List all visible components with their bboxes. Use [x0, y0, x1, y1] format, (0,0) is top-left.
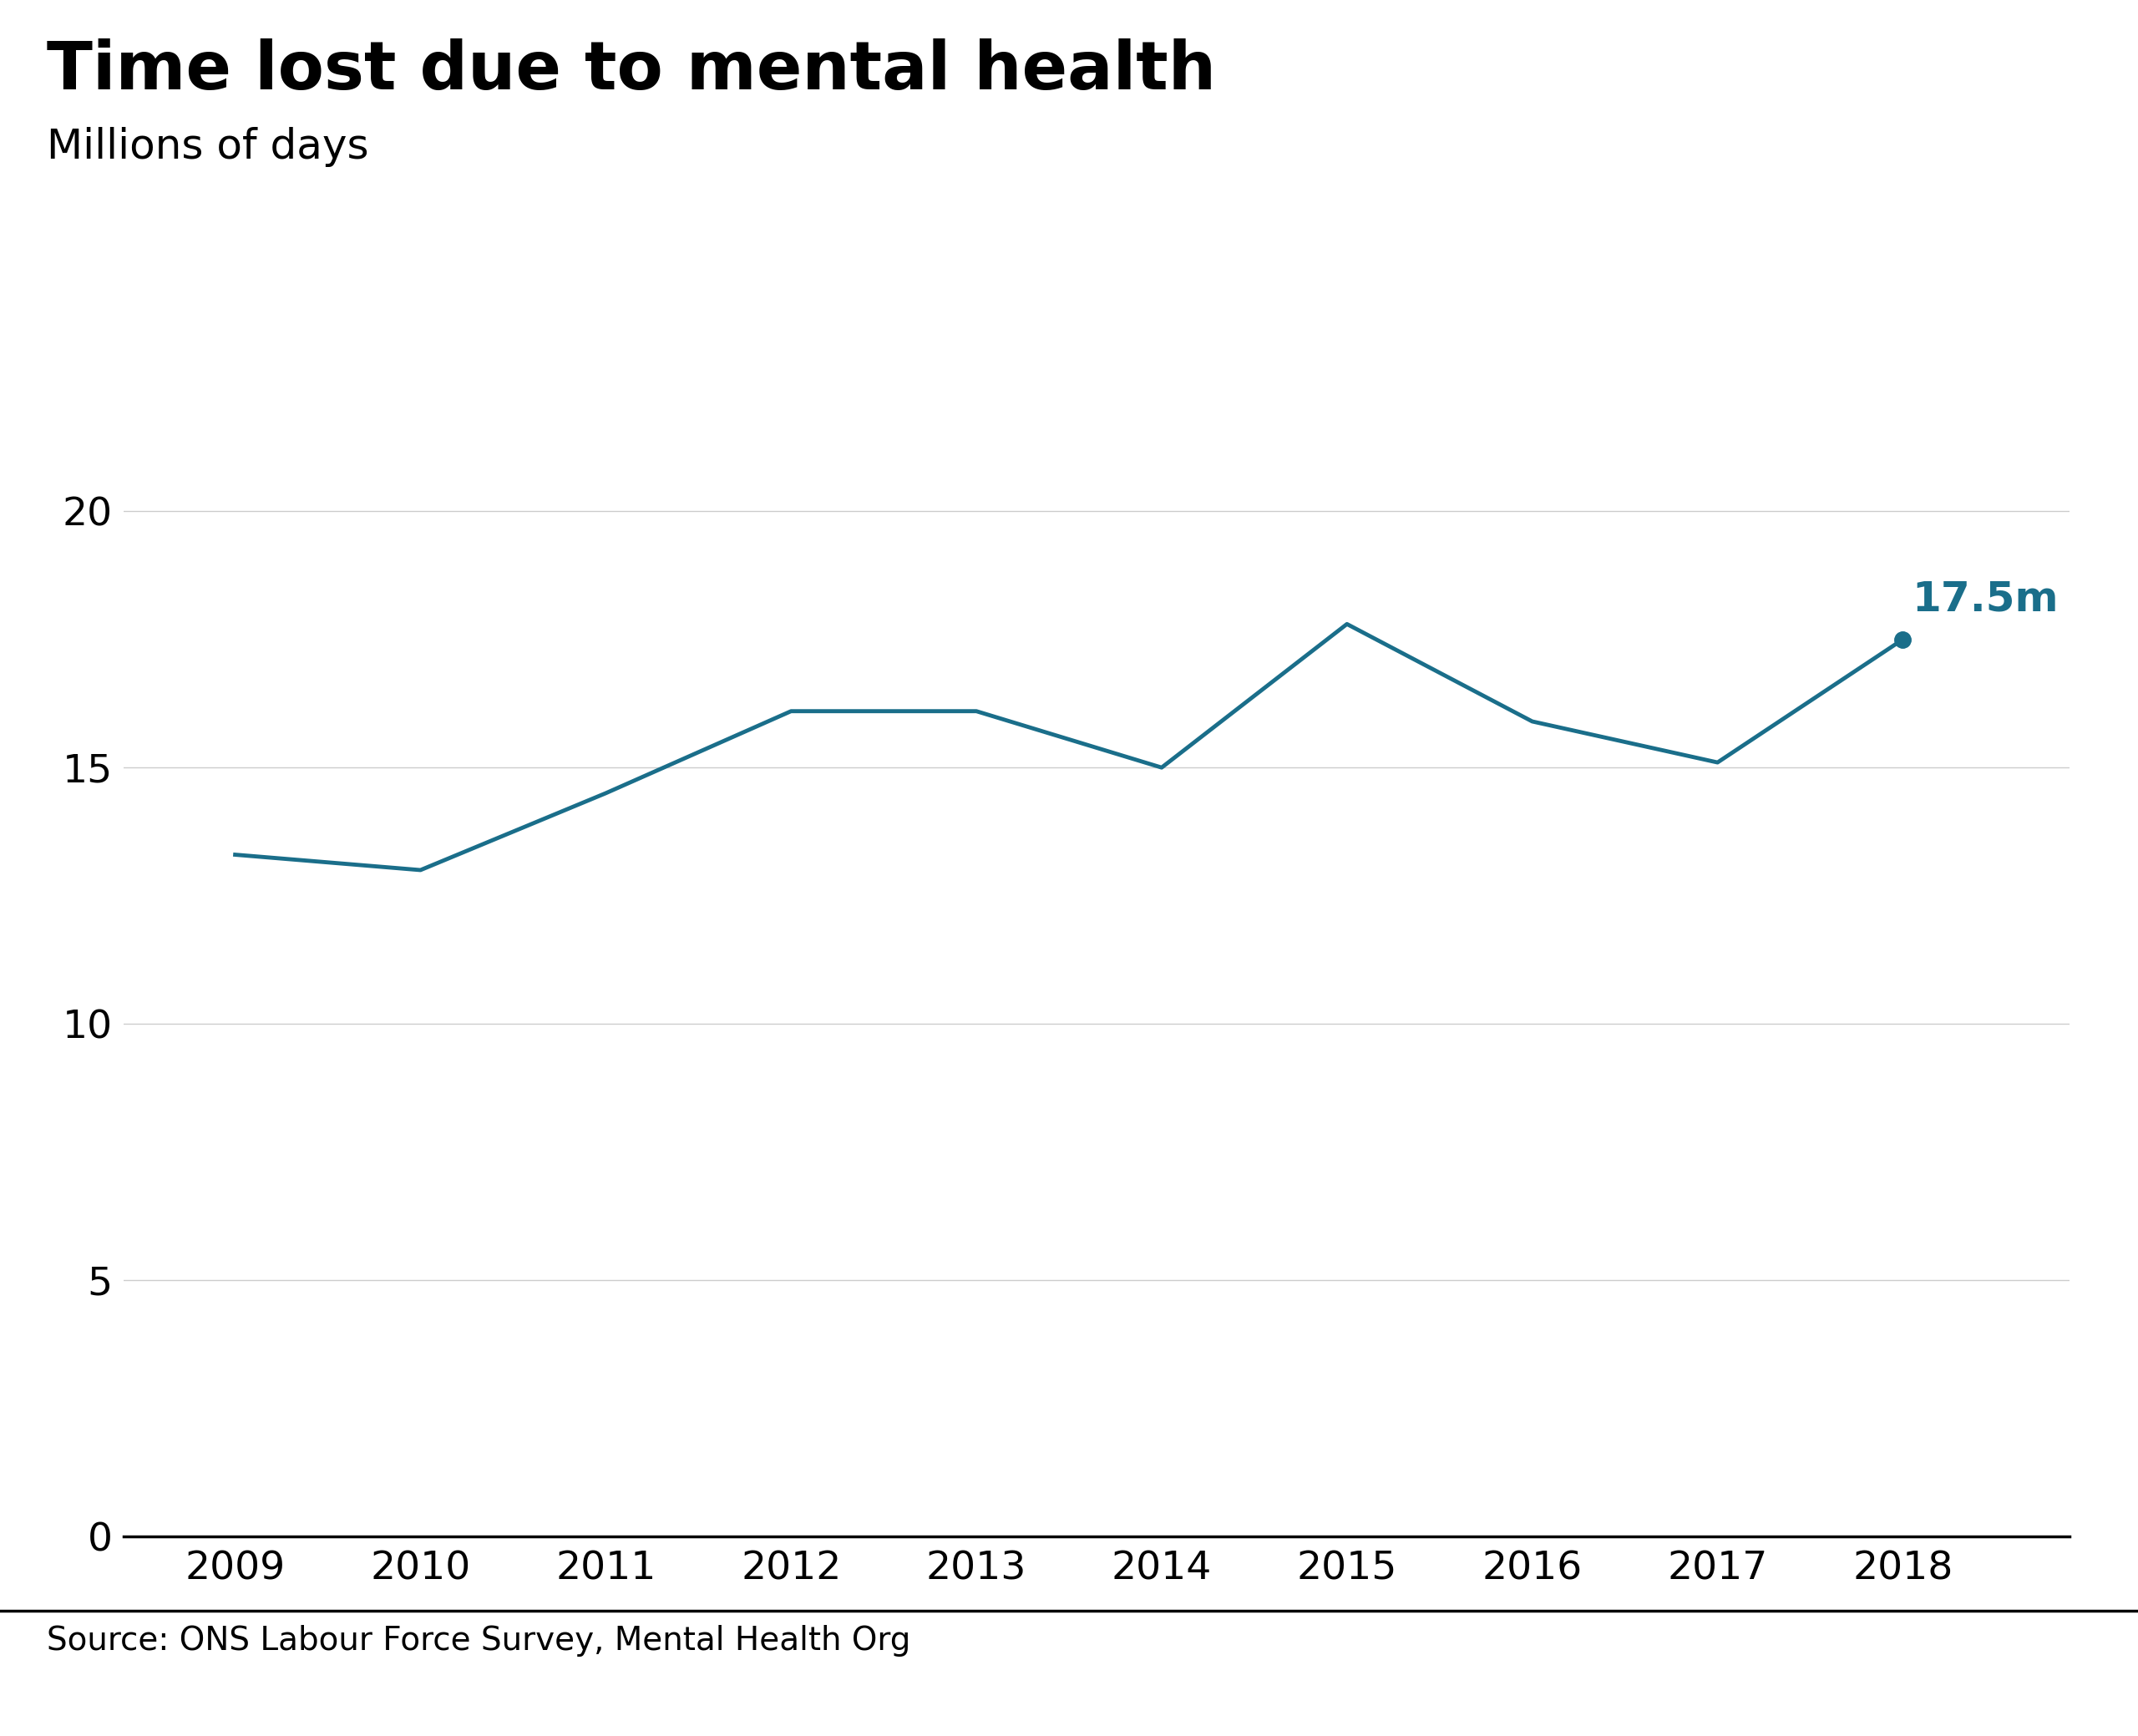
- Text: Time lost due to mental health: Time lost due to mental health: [47, 38, 1217, 104]
- Text: Source: ONS Labour Force Survey, Mental Health Org: Source: ONS Labour Force Survey, Mental …: [47, 1625, 911, 1656]
- Text: Millions of days: Millions of days: [47, 127, 370, 167]
- Text: BBC: BBC: [1973, 1653, 2052, 1687]
- Text: 17.5m: 17.5m: [1911, 578, 2059, 620]
